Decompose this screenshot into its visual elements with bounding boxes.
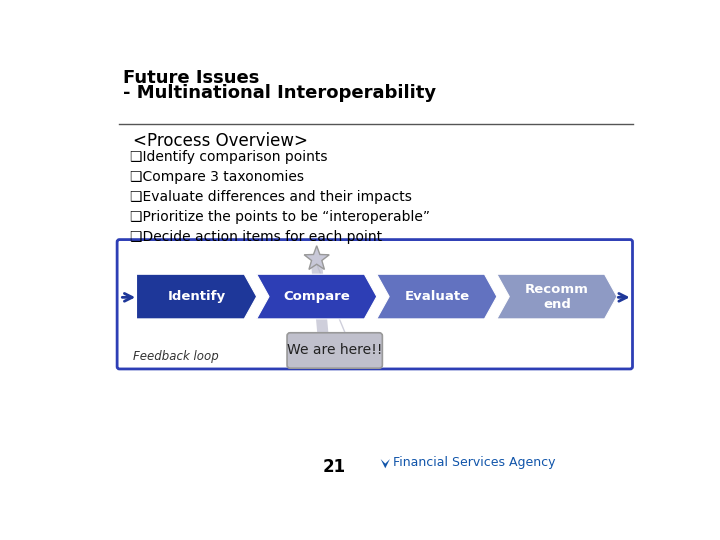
Text: Evaluate: Evaluate [404,290,469,303]
Text: ❑Decide action items for each point: ❑Decide action items for each point [130,230,382,244]
Polygon shape [256,274,377,319]
Text: Recomm
end: Recomm end [525,282,589,310]
Text: ❑Prioritize the points to be “interoperable”: ❑Prioritize the points to be “interopera… [130,210,431,224]
FancyBboxPatch shape [287,333,382,368]
Text: <Process Overview>: <Process Overview> [132,132,307,150]
FancyBboxPatch shape [117,240,632,369]
Text: ❑Identify comparison points: ❑Identify comparison points [130,150,328,164]
Text: ❑Evaluate differences and their impacts: ❑Evaluate differences and their impacts [130,190,412,204]
Polygon shape [304,246,329,269]
Text: Feedback loop: Feedback loop [132,350,218,363]
Text: - Multinational Interoperability: - Multinational Interoperability [122,84,436,102]
Polygon shape [381,459,390,468]
Text: Future Issues: Future Issues [122,69,259,86]
Text: Financial Services Agency: Financial Services Agency [393,456,556,469]
Text: ❑Compare 3 taxonomies: ❑Compare 3 taxonomies [130,170,305,184]
Polygon shape [137,274,256,319]
Text: 21: 21 [323,458,346,476]
Text: Identify: Identify [168,290,225,303]
Text: We are here!!: We are here!! [287,343,382,357]
Polygon shape [377,274,497,319]
Text: Compare: Compare [283,290,350,303]
Polygon shape [497,274,617,319]
